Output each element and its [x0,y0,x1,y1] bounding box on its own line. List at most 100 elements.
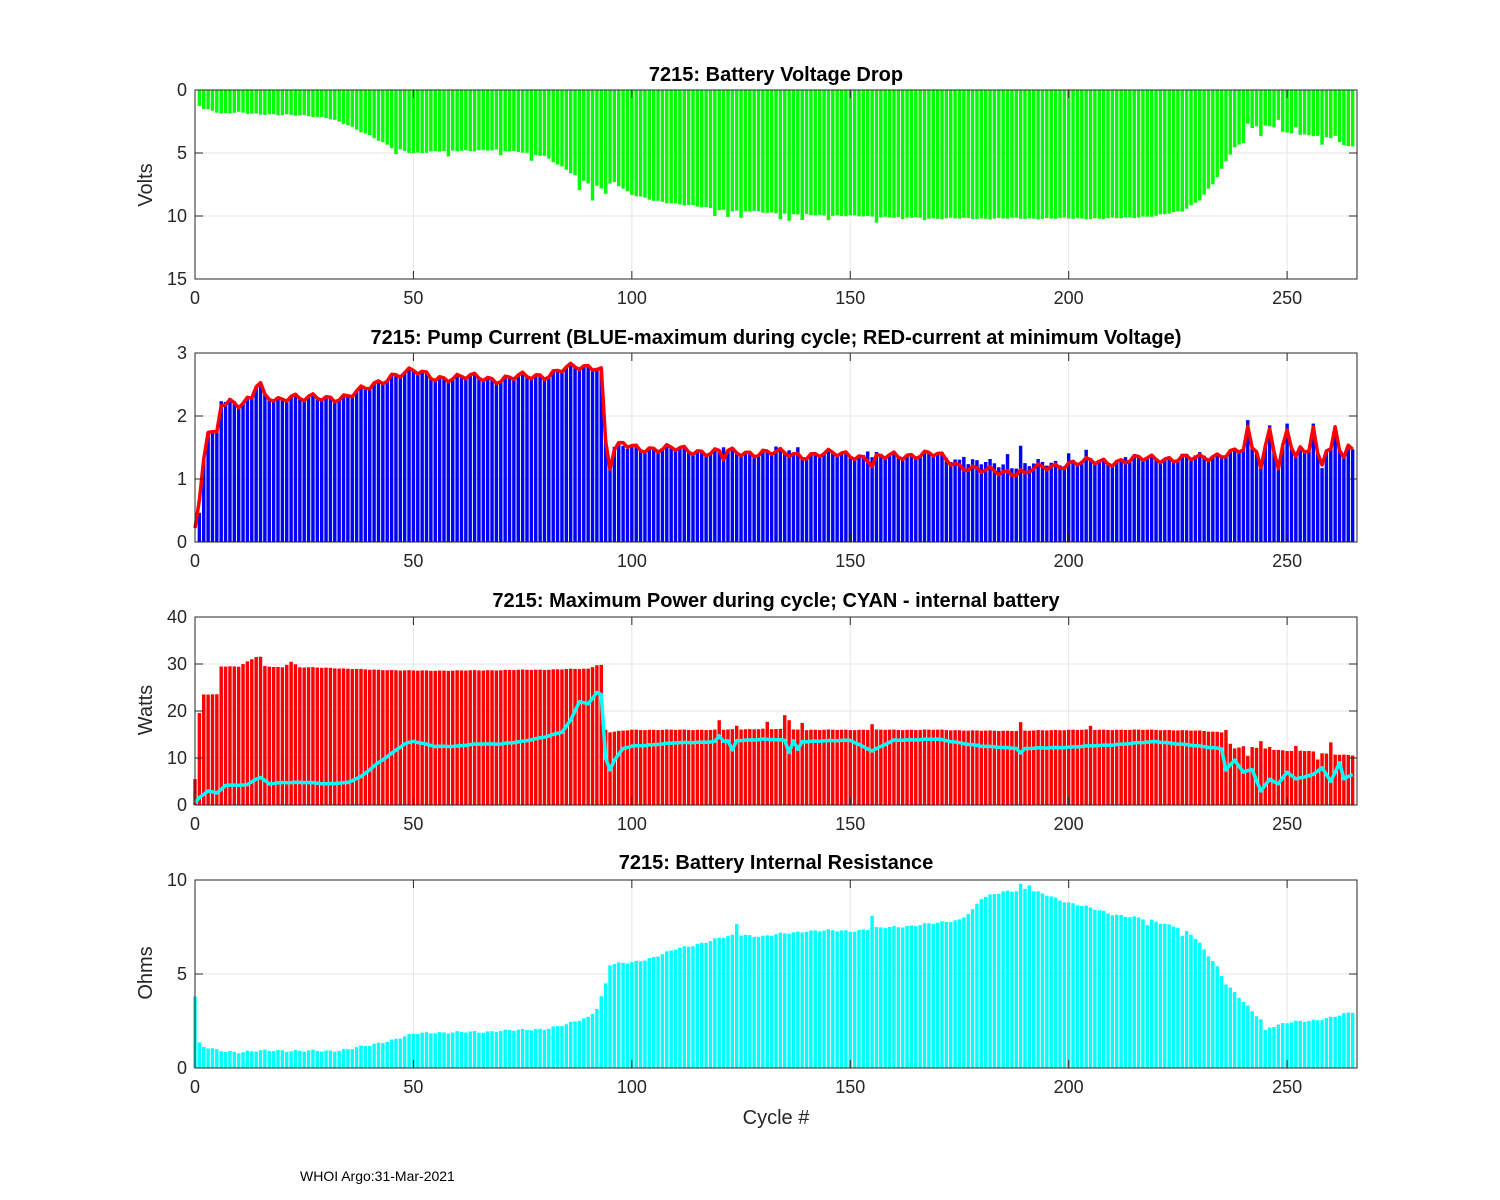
power-bar [809,729,813,805]
current-max-bar [363,388,368,542]
voltage-bar [1267,90,1272,127]
voltage-bar [1193,90,1198,203]
voltage-bar [446,90,451,157]
voltage-bar [900,90,905,220]
resistance-bar [1324,1018,1329,1068]
current-max-bar [276,397,280,542]
resistance-bar [1128,917,1132,1068]
current-max-bar [490,378,494,542]
current-max-bar [1097,459,1101,542]
current-max-bar [927,452,931,542]
power-bar [970,730,975,805]
power-bar [940,729,944,805]
power-bar [407,670,411,805]
power-bar [311,667,315,805]
power-bar [1180,730,1184,805]
resistance-bar [1141,919,1145,1068]
resistance-bar [826,929,831,1068]
resistance-bar [507,1030,512,1068]
resistance-bar [892,926,896,1068]
resistance-bar [481,1032,486,1068]
current-max-bar [992,463,997,542]
current-max-bar [1206,459,1211,542]
power-bar [341,668,346,805]
voltage-bar [1167,90,1171,214]
resistance-bar [333,1051,337,1068]
resistance-bar [756,936,761,1068]
current-max-bar [1110,464,1115,542]
voltage-bar [1346,90,1350,147]
power-bar [285,664,289,805]
resistance-bar [1058,900,1062,1068]
resistance-bar [979,899,984,1068]
resistance-bar [1315,1020,1320,1068]
resistance-bar [437,1032,442,1068]
voltage-bar [337,90,341,122]
resistance-bar [739,935,743,1068]
resistance-bar [363,1045,368,1068]
resistance-bar [708,941,713,1068]
current-max-bar [953,459,957,542]
voltage-bar [927,90,931,219]
resistance-bar [1136,917,1141,1068]
voltage-bar [638,90,643,197]
power-bar [879,729,883,805]
voltage-bar [302,90,306,115]
voltage-bar [940,90,944,220]
power-bar [1158,730,1163,805]
voltage-bar [870,90,874,217]
voltage-bar [582,90,586,181]
current-max-bar [857,454,861,542]
voltage-bar [455,90,459,152]
voltage-bar [228,90,232,114]
power-x-tick-label: 0 [190,814,200,834]
power-bar [442,670,446,805]
voltage-bar [354,90,359,130]
resistance-bar [599,996,603,1068]
power-bar [909,729,914,805]
voltage-bar [931,90,935,219]
resistance-bar [1132,916,1136,1068]
current-max-bar [748,452,752,542]
resistance-bar [896,927,901,1068]
voltage-bar [451,90,455,151]
resistance-x-tick-label: 250 [1272,1077,1302,1097]
voltage-bar [1272,90,1276,128]
power-bar [346,668,350,805]
power-bar [918,729,922,805]
resistance-bar [1075,905,1080,1068]
voltage-bar [1005,90,1010,219]
voltage-bar [319,90,324,117]
resistance-bar [861,929,866,1068]
resistance-bar [202,1047,206,1068]
resistance-bar [857,929,861,1068]
power-bar [520,669,525,805]
power-bar [298,667,302,805]
resistance-bar [590,1013,595,1068]
voltage-bar [333,90,337,120]
current-max-bar [1342,457,1346,542]
current-max-bar [538,375,542,542]
voltage-bar [555,90,560,165]
resistance-bar [280,1050,285,1068]
current-max-bar [704,455,708,542]
resistance-bar [769,935,774,1068]
resistance-bar [289,1051,293,1068]
voltage-bar [809,90,813,216]
current-max-bar [708,453,713,542]
voltage-x-tick-label: 200 [1054,288,1084,308]
voltage-bar [678,90,682,205]
power-bar [1276,749,1281,805]
power-bar [914,730,918,805]
voltage-bar [844,90,848,217]
current-max-bar [1259,464,1263,542]
resistance-bar [1202,949,1206,1068]
current-title: 7215: Pump Current (BLUE-maximum during … [371,327,1182,349]
resistance-bar [1062,902,1067,1068]
power-bar [451,670,455,805]
power-bar [363,669,368,805]
resistance-bar [298,1050,302,1068]
voltage-bar [472,90,477,152]
current-max-bar [852,458,857,542]
resistance-bar [962,917,966,1068]
